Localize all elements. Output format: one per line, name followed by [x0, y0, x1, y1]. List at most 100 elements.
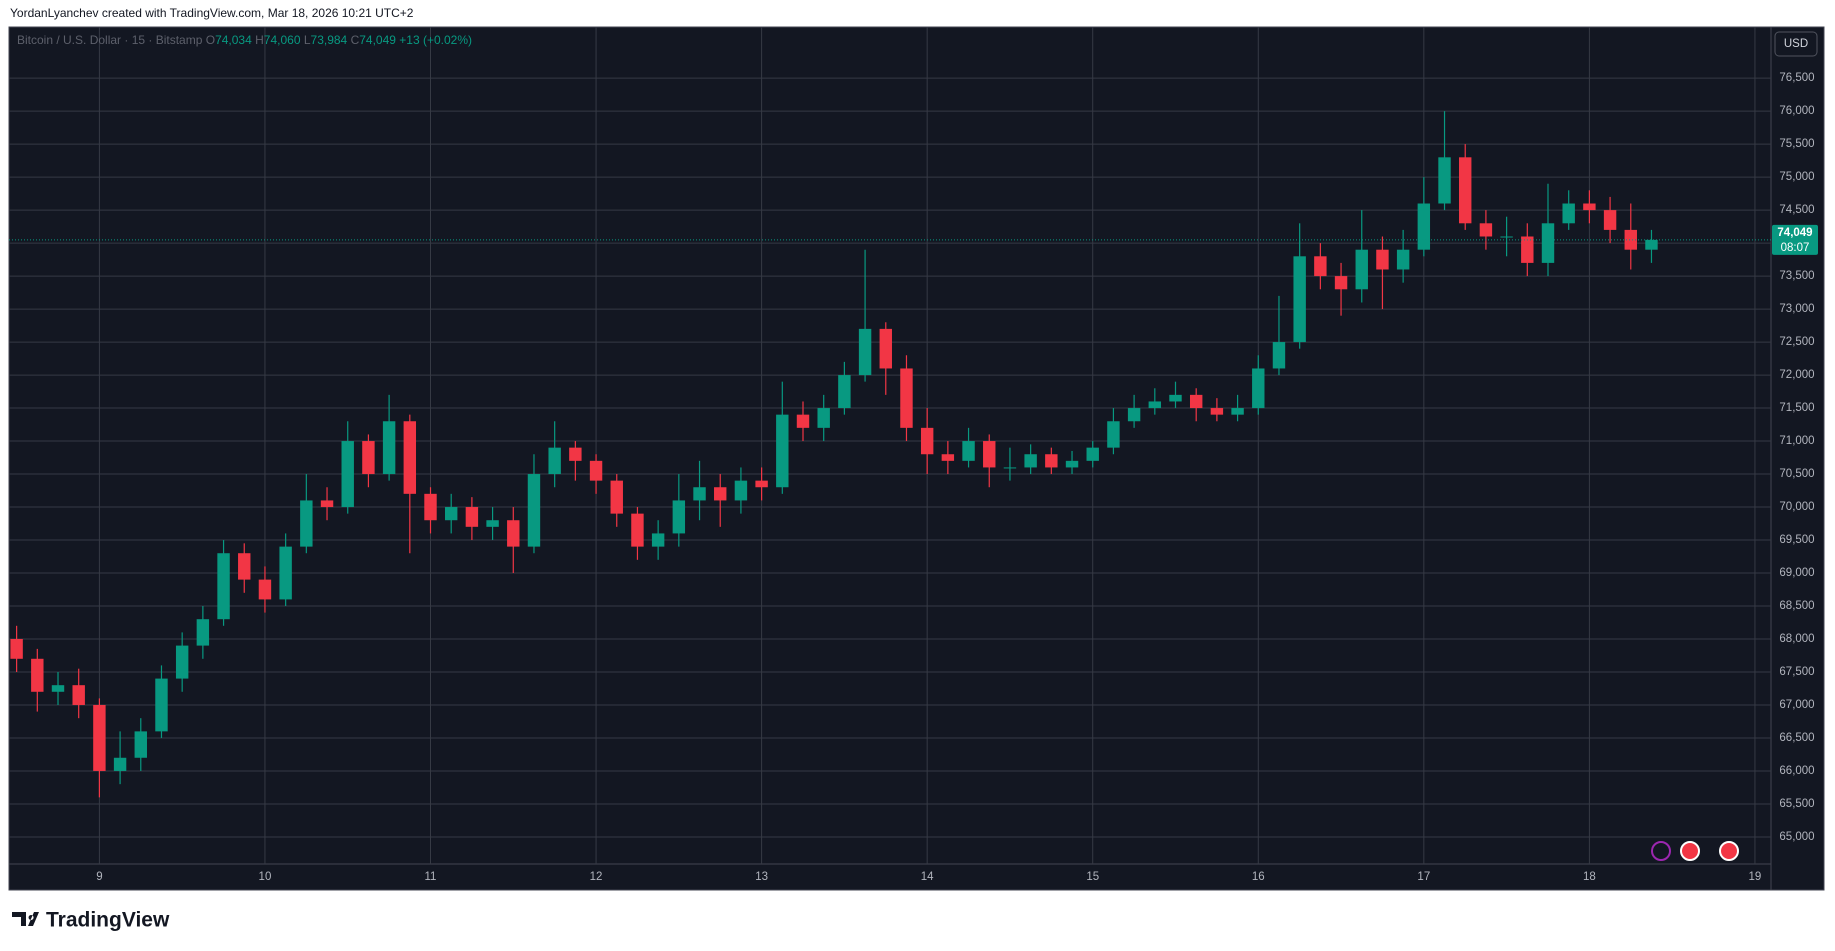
x-tick-label: 11 [425, 871, 437, 883]
x-tick-label: 14 [921, 871, 934, 883]
candle-body [1045, 454, 1058, 468]
y-tick-label: 65,000 [1779, 831, 1814, 843]
candle-body [1086, 447, 1099, 461]
x-tick-label: 16 [1252, 871, 1265, 883]
candle-body [1521, 236, 1534, 263]
x-tick-label: 10 [259, 871, 272, 883]
candle-body [465, 507, 479, 527]
candles [10, 111, 1658, 798]
candle-body [1334, 276, 1348, 290]
logo-icon [12, 912, 39, 926]
candle-body [1396, 249, 1410, 270]
candle-body [1624, 229, 1637, 250]
candle-body [1024, 454, 1037, 468]
legend-key: C [351, 33, 360, 47]
legend-symbol: Bitcoin / U.S. Dollar · 15 · Bitstamp [17, 33, 203, 47]
candle-body [31, 658, 44, 692]
candle-body [1438, 157, 1451, 204]
y-tick-label: 70,000 [1779, 501, 1814, 513]
candle-body [1127, 408, 1141, 422]
y-tick-label: 68,000 [1779, 633, 1814, 645]
candle-body [196, 619, 210, 646]
candle-body [300, 500, 313, 547]
legend-value: 73,984 [311, 33, 348, 47]
candle-body [175, 645, 189, 679]
candle-body [1189, 394, 1203, 409]
chart-background [8, 26, 1825, 891]
candle-body [693, 487, 706, 501]
candle-body [1645, 239, 1658, 250]
candle-body [1210, 408, 1224, 415]
candle-body [362, 441, 375, 475]
candle-body [1376, 249, 1389, 270]
candle-body [1272, 342, 1286, 369]
candle-body [341, 441, 354, 508]
candle-body [93, 704, 106, 771]
candle-body [1417, 203, 1431, 250]
legend-value: 74,049 [359, 33, 396, 47]
candle-body [217, 553, 230, 620]
x-tick-label: 19 [1749, 871, 1762, 883]
currency-label: USD [1784, 38, 1808, 50]
x-tick-label: 17 [1417, 871, 1430, 883]
candle-body [631, 513, 644, 547]
candle-body [51, 685, 65, 692]
x-tick-label: 18 [1583, 871, 1596, 883]
candle-body [320, 500, 334, 508]
candle-body [1148, 401, 1162, 409]
candle-body [879, 328, 892, 369]
event-icon [1680, 841, 1700, 861]
y-tick-label: 72,500 [1779, 336, 1814, 348]
candle-body [734, 480, 748, 501]
candle-body [382, 421, 396, 475]
candle-body [1169, 394, 1182, 402]
candle-body [1314, 256, 1327, 277]
candle-body [548, 447, 561, 475]
candle-body [279, 546, 292, 600]
legend: Bitcoin / U.S. Dollar · 15 · Bitstamp O7… [17, 33, 472, 47]
brand-logo: TradingView [12, 909, 170, 932]
x-tick-label: 12 [590, 871, 603, 883]
event-icons [1651, 841, 1739, 861]
y-tick-label: 66,500 [1779, 732, 1814, 744]
candle-body [920, 427, 934, 455]
currency-box [1774, 31, 1818, 57]
candle-body [755, 480, 768, 488]
y-tick-label: 75,500 [1779, 138, 1814, 150]
candle-body [962, 441, 975, 461]
y-tick-label: 73,500 [1779, 270, 1814, 282]
candle-body [714, 487, 727, 501]
y-tick-label: 67,000 [1779, 699, 1814, 711]
y-tick-label: 76,000 [1779, 105, 1814, 117]
candle-body [444, 507, 458, 521]
candle-body [1541, 223, 1555, 263]
candle-body [238, 553, 251, 580]
candle-body [838, 375, 851, 409]
candle-body [134, 731, 147, 758]
candle-body [424, 493, 437, 521]
candle-body [1562, 203, 1575, 224]
candle-body [1500, 236, 1513, 238]
x-tick-label: 15 [1086, 871, 1099, 883]
y-tick-label: 72,000 [1779, 369, 1814, 381]
candle-body [1003, 467, 1017, 469]
y-tick-label: 65,500 [1779, 798, 1814, 810]
header: YordanLyanchev created with TradingView.… [10, 6, 414, 20]
candle-body [1107, 421, 1120, 448]
candle-body [10, 638, 23, 659]
y-tick-label: 71,000 [1779, 435, 1814, 447]
candle-body [817, 408, 830, 428]
y-tick-label: 68,500 [1779, 600, 1814, 612]
candle-body [1459, 157, 1472, 224]
y-tick-label: 76,500 [1779, 72, 1814, 84]
y-tick-label: 66,000 [1779, 765, 1814, 777]
candle-body [858, 328, 872, 376]
y-tick-label: 73,000 [1779, 303, 1814, 315]
candle-body [776, 414, 789, 488]
y-tick-label: 74,500 [1779, 204, 1814, 216]
candle-body [155, 678, 168, 732]
y-tick-label: 69,500 [1779, 534, 1814, 546]
event-icon [1651, 841, 1671, 861]
